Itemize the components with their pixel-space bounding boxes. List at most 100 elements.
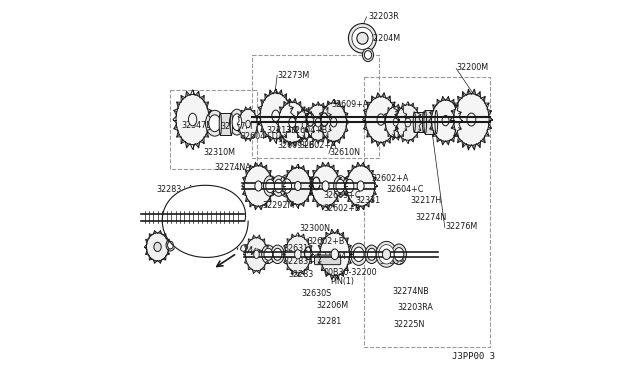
Ellipse shape: [262, 245, 275, 263]
Ellipse shape: [385, 107, 406, 138]
FancyBboxPatch shape: [425, 110, 436, 134]
Text: 32203RA: 32203RA: [397, 303, 433, 312]
Ellipse shape: [382, 249, 390, 260]
Ellipse shape: [322, 181, 329, 191]
Ellipse shape: [209, 115, 221, 132]
Ellipse shape: [377, 114, 385, 125]
Ellipse shape: [275, 179, 283, 193]
Text: 32274NA: 32274NA: [215, 163, 252, 172]
Ellipse shape: [278, 102, 307, 143]
FancyBboxPatch shape: [314, 255, 340, 264]
Ellipse shape: [188, 113, 196, 126]
FancyBboxPatch shape: [414, 112, 424, 132]
Text: J3PP00 3: J3PP00 3: [452, 352, 495, 361]
Ellipse shape: [273, 248, 282, 260]
Ellipse shape: [365, 245, 378, 263]
Text: 32281: 32281: [316, 317, 342, 326]
Ellipse shape: [393, 118, 398, 126]
Text: 32331: 32331: [355, 196, 380, 205]
Ellipse shape: [285, 236, 311, 273]
Ellipse shape: [302, 121, 307, 128]
Ellipse shape: [353, 247, 364, 262]
Ellipse shape: [246, 120, 250, 128]
Ellipse shape: [166, 203, 189, 231]
Ellipse shape: [348, 23, 376, 53]
Ellipse shape: [166, 239, 175, 251]
Ellipse shape: [176, 94, 209, 145]
Ellipse shape: [321, 103, 347, 141]
Ellipse shape: [422, 112, 425, 132]
Ellipse shape: [264, 176, 277, 196]
Ellipse shape: [357, 32, 368, 44]
Ellipse shape: [454, 94, 489, 145]
Ellipse shape: [205, 110, 224, 136]
Text: 32630S: 32630S: [301, 289, 332, 298]
Ellipse shape: [253, 250, 259, 259]
Ellipse shape: [230, 109, 244, 135]
Text: 32274N: 32274N: [415, 213, 447, 222]
Ellipse shape: [435, 110, 438, 134]
Text: 32604+E: 32604+E: [322, 251, 358, 261]
Text: 32310M: 32310M: [204, 148, 236, 157]
Ellipse shape: [260, 93, 291, 139]
Text: 32277M: 32277M: [220, 122, 253, 131]
Ellipse shape: [295, 111, 314, 139]
Text: 32609+B: 32609+B: [278, 141, 315, 150]
Ellipse shape: [264, 248, 273, 260]
Ellipse shape: [307, 105, 330, 140]
Text: 32602+A: 32602+A: [300, 141, 337, 150]
Text: FRONT: FRONT: [226, 238, 262, 260]
Text: 32283: 32283: [289, 270, 314, 279]
Ellipse shape: [376, 241, 397, 267]
Ellipse shape: [405, 118, 411, 127]
Text: 32293: 32293: [266, 185, 292, 194]
Ellipse shape: [365, 97, 396, 142]
Text: 32610N: 32610N: [329, 148, 360, 157]
Ellipse shape: [343, 176, 356, 196]
Ellipse shape: [271, 245, 284, 263]
Ellipse shape: [266, 179, 275, 193]
Ellipse shape: [255, 181, 262, 191]
Ellipse shape: [392, 244, 406, 264]
Ellipse shape: [232, 114, 242, 131]
Ellipse shape: [424, 110, 426, 134]
Ellipse shape: [351, 243, 367, 265]
Text: 32339: 32339: [379, 257, 404, 266]
Ellipse shape: [442, 115, 449, 126]
Ellipse shape: [155, 243, 160, 250]
Ellipse shape: [394, 248, 404, 261]
Ellipse shape: [285, 167, 311, 205]
Ellipse shape: [272, 176, 285, 196]
Ellipse shape: [312, 166, 340, 206]
Text: 32609+A: 32609+A: [331, 100, 369, 109]
Text: 32602+A: 32602+A: [372, 174, 409, 183]
Ellipse shape: [347, 166, 374, 206]
Text: 32604+D: 32604+D: [241, 132, 278, 141]
Ellipse shape: [294, 182, 301, 190]
Ellipse shape: [239, 109, 257, 139]
Text: 00B30-32200: 00B30-32200: [324, 268, 378, 277]
Ellipse shape: [357, 181, 364, 191]
Text: 32604+B: 32604+B: [291, 126, 328, 135]
Polygon shape: [163, 185, 248, 257]
Text: 32276M: 32276M: [445, 222, 478, 231]
Text: 32609+C: 32609+C: [324, 191, 361, 200]
Ellipse shape: [367, 248, 376, 260]
Ellipse shape: [333, 176, 347, 196]
Ellipse shape: [154, 242, 161, 251]
Text: 32225N: 32225N: [394, 320, 425, 329]
Ellipse shape: [413, 112, 415, 132]
Ellipse shape: [280, 175, 294, 197]
Ellipse shape: [330, 117, 337, 127]
Ellipse shape: [336, 179, 344, 193]
FancyBboxPatch shape: [220, 113, 232, 135]
Text: 32217H: 32217H: [410, 196, 442, 205]
Ellipse shape: [431, 100, 460, 141]
Ellipse shape: [289, 118, 296, 128]
Text: 32347M: 32347M: [182, 121, 214, 129]
Text: 32274NB: 32274NB: [392, 287, 429, 296]
Ellipse shape: [345, 179, 354, 193]
Text: 32631: 32631: [283, 244, 308, 253]
Text: 32604+C: 32604+C: [387, 185, 424, 194]
Ellipse shape: [379, 245, 394, 264]
